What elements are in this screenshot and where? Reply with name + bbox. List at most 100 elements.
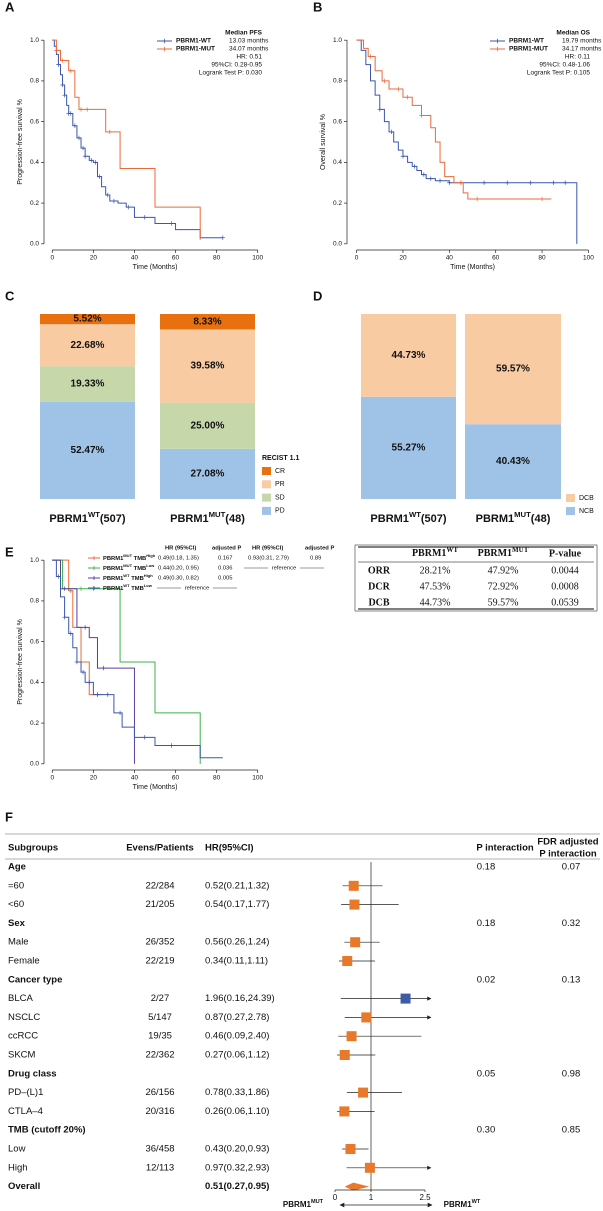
legend-label: PBRM1-WT — [176, 38, 211, 45]
panel-label: F — [5, 809, 13, 824]
censor-mark — [169, 221, 174, 226]
censor-mark — [447, 180, 452, 185]
censor-mark — [62, 92, 67, 98]
row-hr: 0.56(0.26,1.24) — [205, 937, 269, 948]
row-label: Female — [8, 956, 40, 967]
row-events: 12/113 — [146, 1162, 174, 1173]
censor-mark — [56, 62, 61, 67]
column-header: Subgroups — [8, 843, 58, 854]
row-events: 21/205 — [145, 899, 174, 910]
row-hr: 1.96(0.16,24.39) — [205, 993, 275, 1004]
row-label: PD–(L)1 — [8, 1087, 43, 1098]
column-header: HR(95%CI) — [205, 843, 254, 854]
annotation: Logrank Test P: 0.030 — [199, 70, 263, 77]
legend-label: PBRM1MUT TMBLow — [103, 563, 155, 572]
legend-swatch — [162, 46, 167, 52]
text-part: PBRM1 — [170, 513, 209, 525]
row-events: 22/362 — [145, 1050, 174, 1061]
row-label: BLCA — [8, 993, 33, 1004]
panel-label: D — [313, 288, 322, 303]
x-tick-label: 20 — [90, 255, 98, 262]
row-events: 20/316 — [145, 1106, 174, 1117]
direction-label: PBRM1MUT — [283, 1199, 324, 1209]
row-p: 0.30 — [477, 1125, 496, 1136]
row-events: 36/458 — [145, 1144, 174, 1155]
data-label: 52.47% — [71, 445, 105, 456]
row-header: DCR — [368, 581, 390, 592]
legend-median: 19.79 months — [562, 38, 602, 45]
estimate-square — [346, 1031, 357, 1042]
superscript: MUT — [123, 553, 132, 558]
legend-label: PR — [275, 481, 285, 488]
row-events: 19/35 — [148, 1031, 172, 1042]
row-events: 5/147 — [148, 1012, 172, 1023]
x-tick-label: 0 — [355, 255, 359, 262]
estimate-square — [339, 1106, 350, 1117]
censor-mark — [78, 586, 84, 591]
table-border — [354, 544, 598, 612]
bar-segment — [160, 402, 255, 449]
annotation: Logrank Test P: 0.105 — [527, 70, 591, 77]
estimate-square — [345, 1144, 356, 1154]
censor-mark — [91, 586, 96, 591]
legend-header: HR (95%CI) — [252, 546, 283, 552]
row-label: NSCLC — [8, 1012, 40, 1023]
y-tick-label: 0.8 — [30, 78, 39, 85]
y-axis-title: Progression-free survival % — [17, 619, 24, 705]
data-label: 55.27% — [392, 443, 426, 454]
censor-mark — [82, 154, 88, 159]
y-tick-label: 0.6 — [30, 638, 39, 645]
legend-median: 34.17 months — [562, 46, 602, 53]
estimate-square — [339, 1050, 350, 1060]
censor-mark — [74, 659, 80, 665]
column-header: P interaction — [539, 849, 597, 860]
legend-label: PBRM1-MUT — [176, 46, 215, 53]
censor-mark — [421, 172, 427, 177]
legend-median: 34.07 months — [229, 46, 269, 53]
censor-mark — [412, 164, 417, 169]
x-tick-label: 1 — [369, 1193, 374, 1202]
censor-mark — [117, 710, 123, 716]
censor-mark — [60, 82, 65, 88]
x-tick-label: 100 — [252, 775, 263, 782]
text-part: PBRM1 — [412, 548, 446, 559]
legend-label: PBRM1WT TMBHigh — [103, 573, 153, 582]
x-tick-label: 100 — [252, 255, 263, 262]
column-header: Evens/Patients — [126, 843, 194, 854]
data-label: 59.57% — [496, 364, 530, 375]
censor-mark — [62, 586, 67, 591]
table-cell: 59.57% — [488, 597, 519, 608]
row-label: CTLA–4 — [8, 1106, 43, 1117]
y-tick-label: 1.0 — [333, 37, 342, 44]
column-header: P interaction — [476, 843, 534, 854]
legend-header: HR (95%CI) — [165, 546, 196, 552]
text-part: PBRM1 — [103, 576, 124, 582]
annotation: HR: 0.51 — [236, 54, 262, 61]
x-axis-title: Time (Months) — [133, 784, 178, 791]
row-fdr: 0.13 — [562, 974, 581, 985]
row-events: 22/284 — [145, 880, 174, 891]
superscript: MUT — [514, 510, 531, 519]
panel-label: E — [5, 544, 14, 559]
panel-label: B — [313, 0, 322, 14]
direction-label: PBRM1WT — [444, 1199, 481, 1209]
y-tick-label: 0.2 — [30, 720, 39, 727]
text-part: PBRM1 — [444, 1200, 473, 1209]
legend-p: 0.167 — [218, 556, 233, 562]
censor-mark — [78, 107, 84, 112]
x-tick-label: 2.5 — [419, 1193, 431, 1202]
censor-mark — [126, 204, 131, 210]
superscript: WT — [446, 546, 458, 554]
category-label: PBRM1WT(507) — [49, 510, 125, 525]
x-axis-title: Time (Months) — [450, 264, 495, 271]
legend-swatch — [262, 467, 271, 475]
text-part: PBRM1 — [103, 566, 124, 572]
censor-mark — [396, 86, 401, 92]
censor-mark — [82, 625, 88, 630]
superscript: WT — [123, 583, 130, 588]
row-hr: 0.27(0.06,1.12) — [205, 1050, 269, 1061]
censor-mark — [142, 735, 147, 740]
estimate-diamond — [344, 1182, 370, 1191]
censor-mark — [60, 58, 65, 63]
y-tick-label: 1.0 — [30, 37, 39, 44]
